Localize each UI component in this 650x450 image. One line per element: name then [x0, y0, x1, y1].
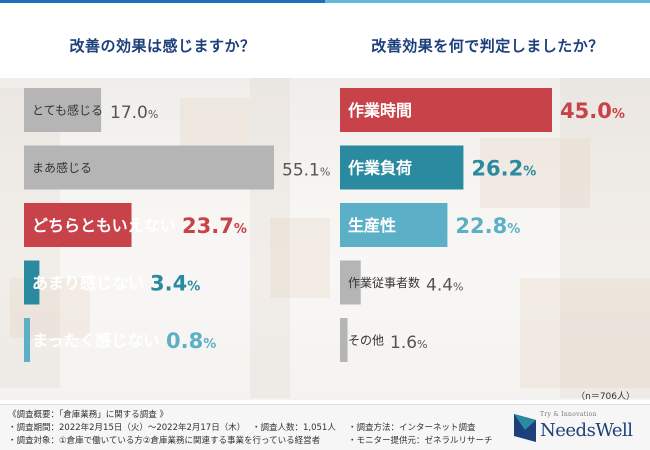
- right-value-label-2: 26.2%: [471, 157, 536, 181]
- left-category-label-2: まあ感じる: [32, 160, 92, 175]
- survey-method: ・調査方法：インターネット調査: [348, 423, 476, 433]
- survey-period: ・調査期間：2022年2月15日（火）〜2022年2月17日（木）: [8, 423, 246, 433]
- right-category-label-4: 作業従事者数: [348, 275, 420, 290]
- right-value-label-5: 1.6%: [390, 333, 428, 353]
- right-bar-3: [340, 203, 448, 247]
- sample-size-note: （n＝706人）: [576, 392, 635, 402]
- logo-name: NeedsWell: [540, 420, 633, 441]
- left-value-label-2: 55.1%: [282, 161, 330, 181]
- left-bar-1: [24, 88, 102, 132]
- survey-respondents: ・調査人数：1,051人: [252, 423, 336, 433]
- left-value-label-5: 0.8%: [166, 329, 216, 353]
- left-chart-title: 改善の効果は感じますか？: [69, 37, 256, 55]
- right-bar-4: [340, 260, 361, 305]
- survey-footer: 《調査概要：「倉庫業務」に関する調査 》 ・調査期間：2022年2月15日（火）…: [0, 404, 650, 450]
- left-category-label-1: とても感じる: [32, 102, 103, 117]
- logo-mark-icon: [514, 414, 536, 442]
- survey-overview: 《調査概要：「倉庫業務」に関する調査 》: [8, 410, 168, 420]
- left-category-label-5: まったく感じない: [32, 331, 159, 350]
- left-bar-2: [24, 145, 274, 190]
- accent-stripe-blue: [0, 0, 325, 3]
- monitor-provider: ・モニター提供元：ゼネラルリサーチ: [348, 436, 493, 446]
- accent-stripe-light-blue: [325, 0, 650, 3]
- right-bar-1: [340, 88, 552, 132]
- right-category-label-5: その他: [348, 333, 384, 347]
- right-value-label-1: 45.0%: [560, 99, 625, 123]
- left-value-label-4: 3.4%: [150, 272, 200, 296]
- right-category-label-1: 作業時間: [348, 101, 412, 120]
- bar-charts: とても感じる 17.0% まあ感じる 55.1% どちらともいえない 23.7% あまり感じ…: [24, 88, 625, 362]
- left-bar-4: [24, 260, 40, 305]
- survey-target: ・調査対象：①倉庫で働いている方②倉庫業務に関連する事業を行っている経営者: [8, 436, 321, 446]
- left-bar-5: [24, 318, 30, 362]
- right-chart-title: 改善効果を何で判定しましたか？: [371, 37, 604, 55]
- right-bar-2: [340, 145, 464, 190]
- right-category-label-3: 生産性: [348, 216, 396, 235]
- right-value-label-4: 4.4%: [426, 276, 464, 296]
- right-category-label-2: 作業負荷: [348, 158, 412, 177]
- top-accent-stripe: [0, 0, 650, 3]
- right-value-label-3: 22.8%: [455, 214, 520, 238]
- left-bar-3: [24, 203, 132, 247]
- logo-tagline: Try & Innovation: [540, 411, 597, 418]
- left-category-label-3: どちらともいえない: [32, 216, 176, 235]
- right-bar-5: [340, 318, 348, 362]
- left-category-label-4: あまり感じない: [32, 273, 144, 292]
- needswell-logo: Try & Innovation NeedsWell: [512, 410, 642, 446]
- left-value-label-1: 17.0%: [110, 103, 158, 123]
- left-value-label-3: 23.7%: [182, 214, 247, 238]
